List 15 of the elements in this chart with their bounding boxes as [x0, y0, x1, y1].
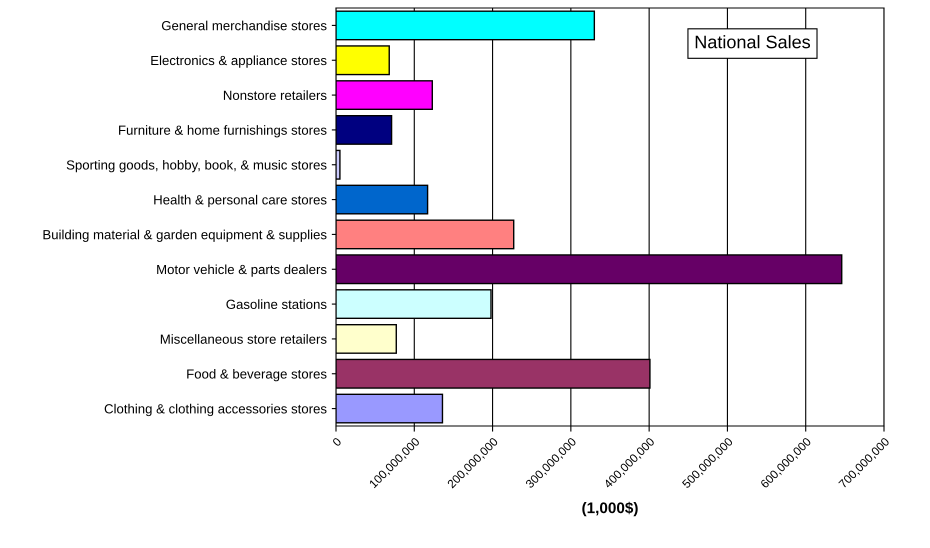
y-tick-label: Furniture & home furnishings stores: [119, 125, 327, 138]
y-tick-label: Building material & garden equipment & supplies: [43, 230, 327, 242]
x-axis-title: (1,000$): [582, 502, 638, 516]
y-tick-label: Gasoline stations: [226, 299, 326, 309]
y-tick-label: Sporting goods, hobby, book, & music stores: [66, 160, 327, 172]
y-tick-label: Miscellaneous store retailers: [160, 334, 327, 344]
y-tick-label: Health & personal care stores: [154, 194, 327, 208]
y-tick-label: Food & beverage stores: [187, 368, 327, 382]
y-tick-label: Nonstore retailers: [224, 90, 327, 100]
y-tick-label: Electronics & appliance stores: [151, 55, 327, 68]
y-tick-label: Clothing & clothing accessories stores: [104, 404, 327, 416]
x-tick-label: 0: [332, 436, 342, 447]
y-tick-label: Motor vehicle & parts dealers: [157, 264, 327, 277]
annotation: National Sales: [696, 35, 810, 48]
y-tick-label: General merchandise stores: [162, 20, 327, 30]
